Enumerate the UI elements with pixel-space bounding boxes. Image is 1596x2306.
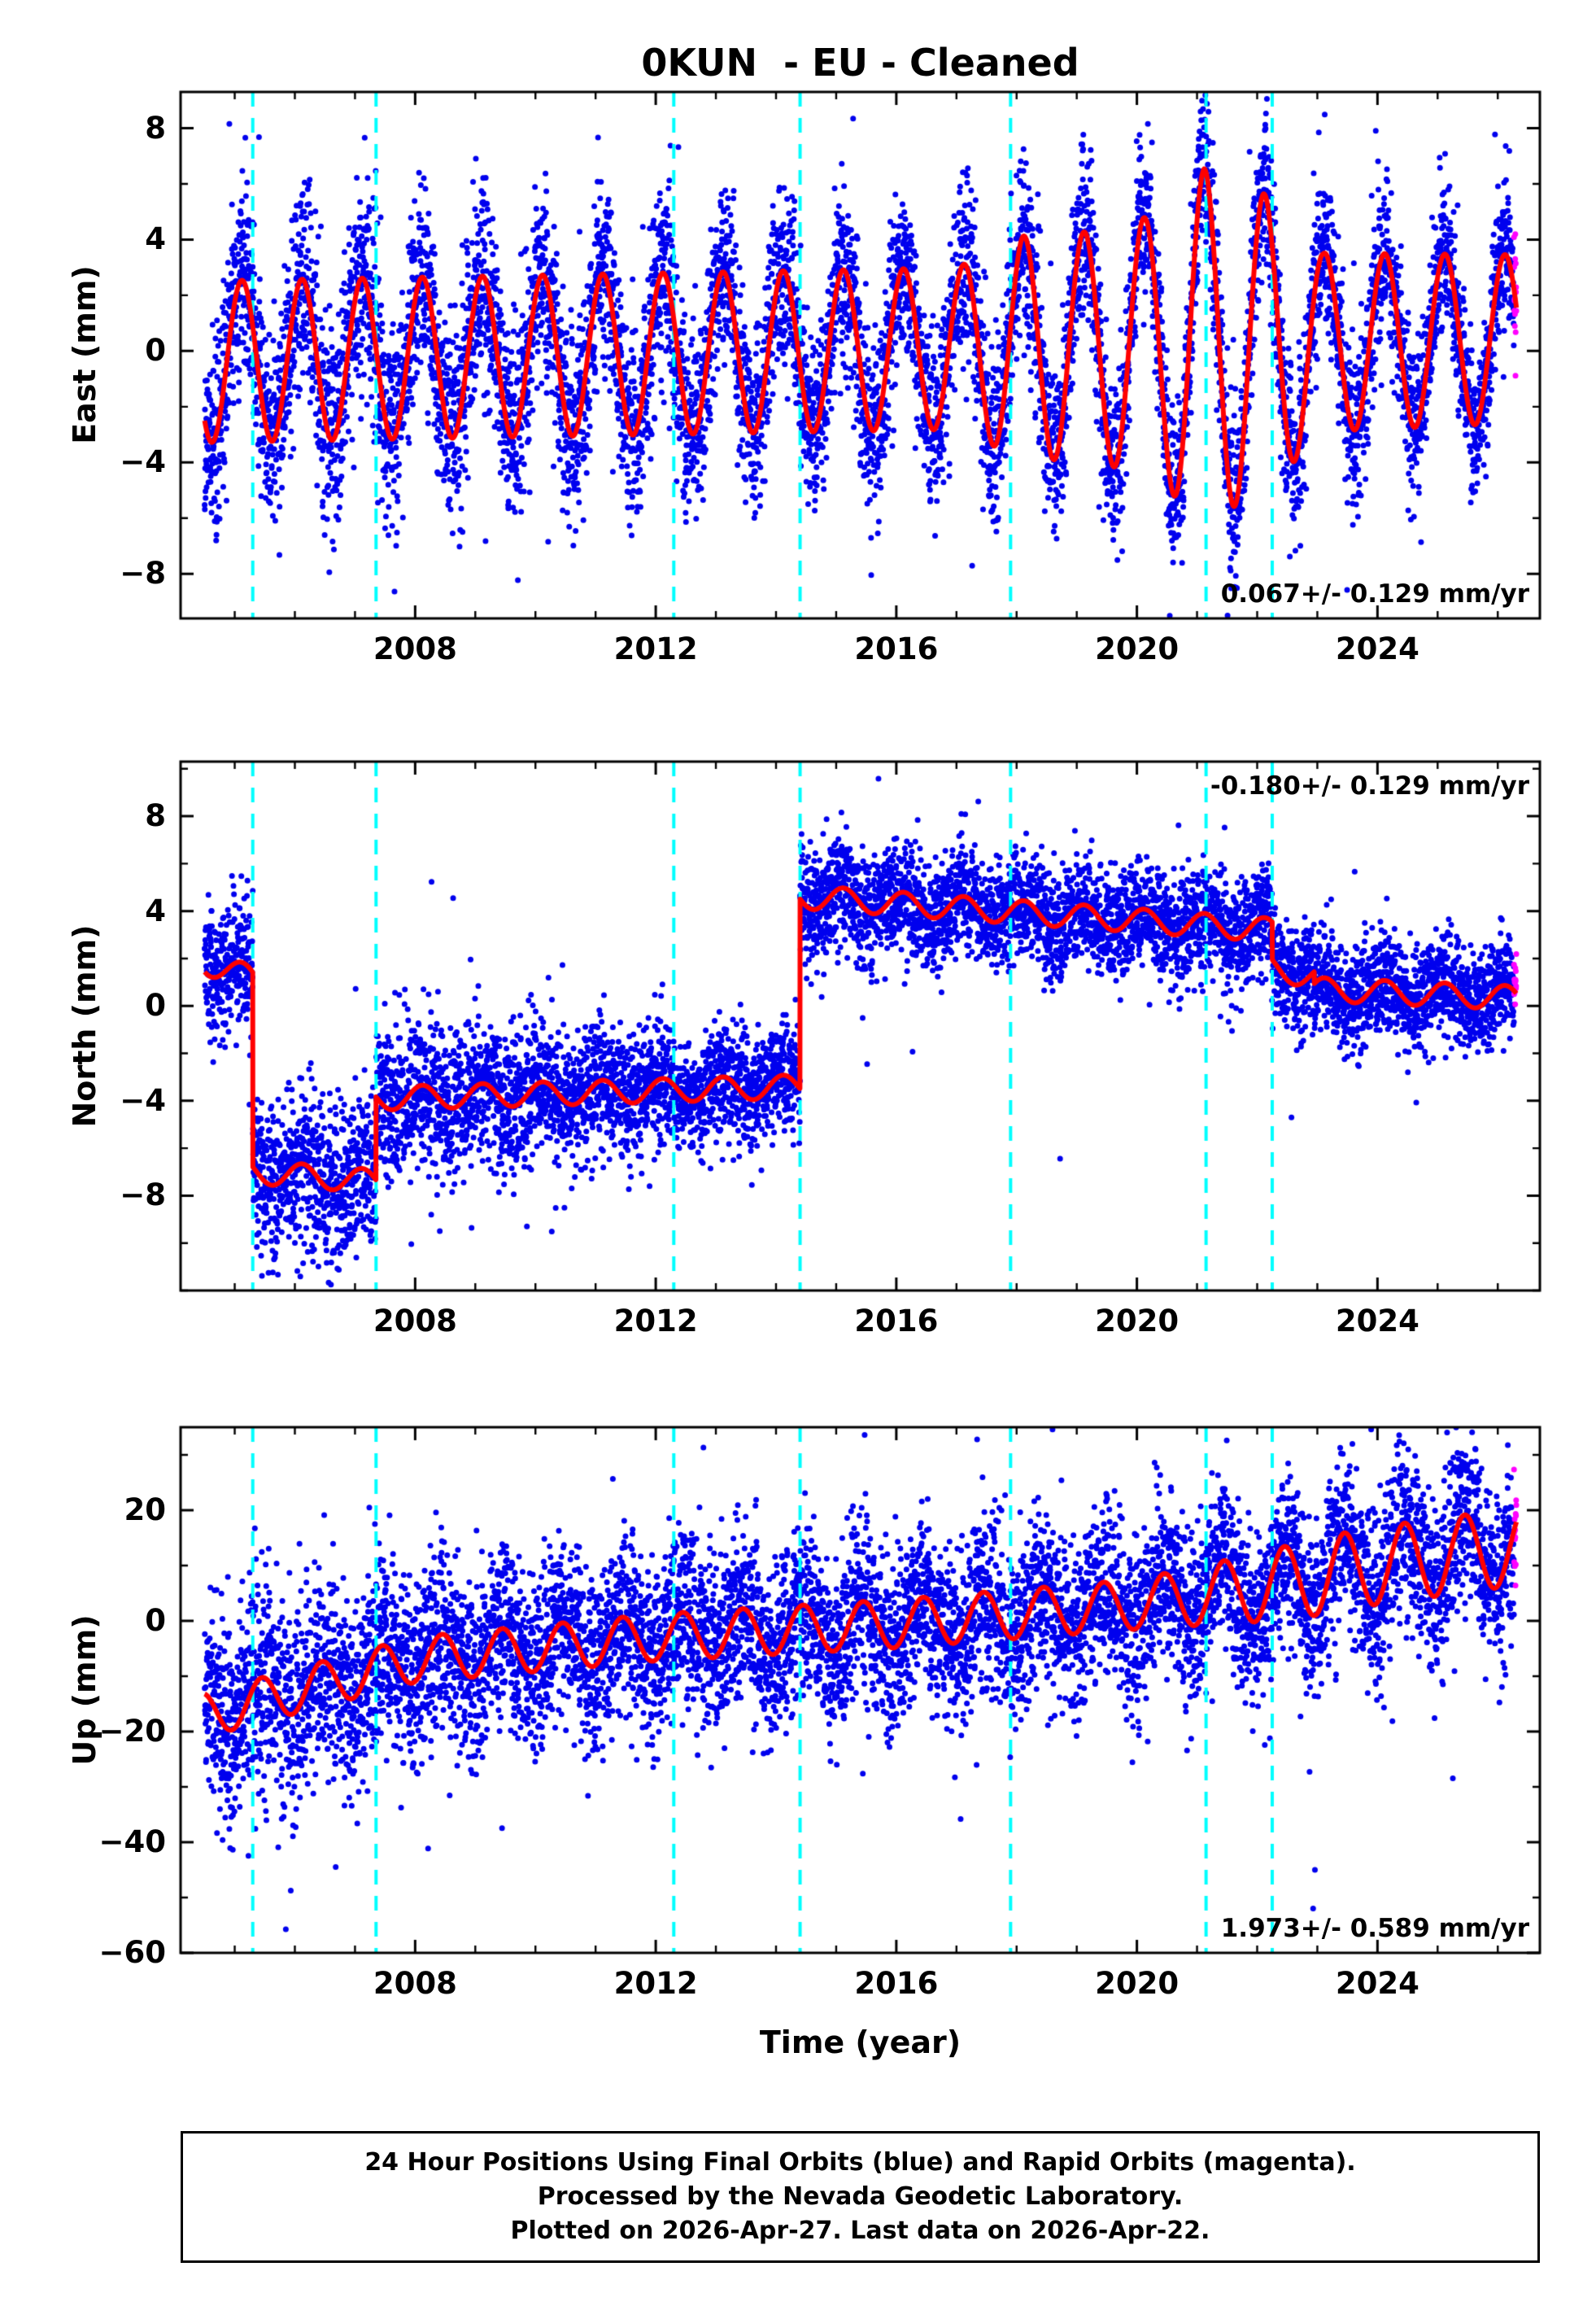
- caption-box: 24 Hour Positions Using Final Orbits (bl…: [181, 2131, 1540, 2263]
- east-y-tick-label: 0: [145, 333, 166, 369]
- north-y-tick-label: 0: [145, 988, 166, 1024]
- up-x-tick-label: 2016: [854, 1966, 939, 2001]
- up-x-tick-label: 2012: [613, 1966, 698, 2001]
- north-x-tick-label: 2020: [1095, 1304, 1180, 1339]
- east-x-tick-label: 2008: [373, 631, 457, 666]
- up-y-tick-label: −60: [98, 1935, 167, 1970]
- east-y-tick-label: 8: [145, 110, 166, 146]
- up-x-tick-label: 2008: [373, 1966, 457, 2001]
- east-x-tick-label: 2024: [1335, 631, 1419, 666]
- east-x-tick-label: 2016: [854, 631, 939, 666]
- north-y-tick-label: 8: [145, 798, 166, 834]
- east-x-tick-label: 2012: [613, 631, 698, 666]
- north-x-tick-label: 2008: [373, 1304, 457, 1339]
- figure-title: 0KUN - EU - Cleaned: [641, 41, 1079, 85]
- east-x-tick-label: 2020: [1095, 631, 1180, 666]
- up-y-tick-label: −40: [98, 1824, 167, 1859]
- up-y-tick-label: 20: [124, 1492, 167, 1527]
- up-axis-label: Up (mm): [67, 1614, 102, 1766]
- up-y-tick-label: −20: [98, 1714, 167, 1749]
- north-y-tick-label: 4: [145, 893, 166, 928]
- up-y-tick-label: 0: [145, 1603, 166, 1638]
- north-x-tick-label: 2012: [613, 1304, 698, 1339]
- north-x-tick-label: 2024: [1335, 1304, 1419, 1339]
- caption-line-1: 24 Hour Positions Using Final Orbits (bl…: [364, 2148, 1356, 2177]
- x-axis-label: Time (year): [759, 2024, 962, 2060]
- caption-line-3: Plotted on 2026-Apr-27. Last data on 202…: [510, 2216, 1210, 2245]
- north-y-tick-label: −4: [120, 1082, 166, 1118]
- caption-line-2: Processed by the Nevada Geodetic Laborat…: [537, 2182, 1184, 2211]
- east-y-tick-label: 4: [145, 221, 166, 257]
- east-y-tick-label: −4: [120, 444, 166, 480]
- north-x-tick-label: 2016: [854, 1304, 939, 1339]
- north-y-tick-label: −8: [120, 1177, 166, 1213]
- up-rate-annotation: 1.973+/- 0.589 mm/yr: [1220, 1914, 1529, 1943]
- east-y-tick-label: −8: [120, 556, 166, 592]
- up-x-tick-label: 2024: [1335, 1966, 1419, 2001]
- north-rate-annotation: -0.180+/- 0.129 mm/yr: [1210, 771, 1529, 801]
- east-rate-annotation: 0.067+/- 0.129 mm/yr: [1220, 579, 1529, 609]
- up-x-tick-label: 2020: [1095, 1966, 1180, 2001]
